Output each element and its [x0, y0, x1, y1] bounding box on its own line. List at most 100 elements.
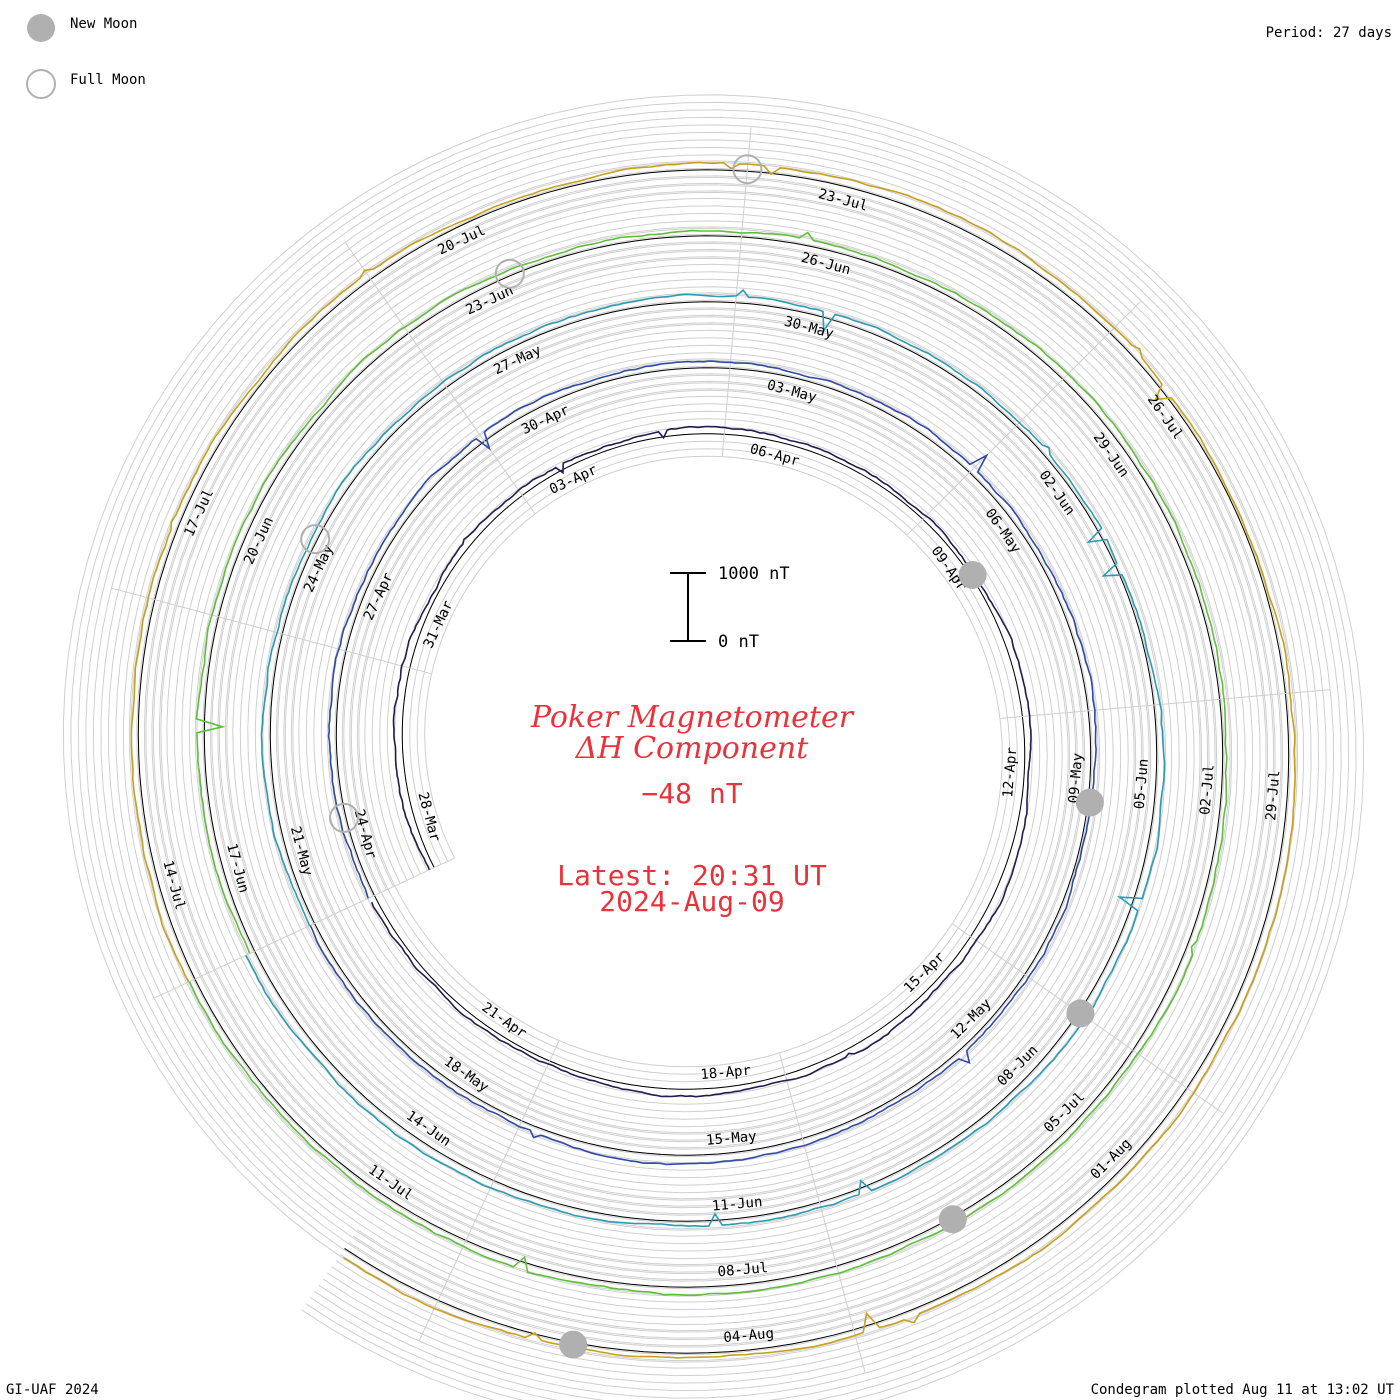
guide-spiral — [85, 116, 1342, 1400]
date-tick-label: 04-Aug — [723, 1326, 775, 1346]
date-tick-label: 02-Jul — [1197, 764, 1217, 816]
full-moon-marker — [732, 154, 763, 185]
day-divider — [733, 258, 740, 325]
day-divider — [175, 604, 240, 623]
footer-credit: GI-UAF 2024 — [6, 1382, 99, 1398]
guide-spiral — [92, 124, 1335, 1399]
day-divider — [419, 1280, 448, 1341]
trace-ring-1 — [370, 425, 1032, 1098]
new-moon-legend-icon — [27, 14, 55, 42]
scale-top-label: 1000 nT — [718, 564, 790, 584]
day-divider — [739, 193, 746, 259]
day-divider — [496, 459, 536, 514]
day-divider — [796, 1117, 815, 1182]
date-tick-label: 20-Jun — [241, 514, 277, 567]
day-divider — [1046, 347, 1095, 396]
legend: New Moon Full Moon — [26, 14, 146, 99]
guide-spiral — [77, 109, 1350, 1400]
day-divider — [474, 1160, 504, 1221]
day-divider — [154, 969, 216, 999]
latest-date: 2024-Aug-09 — [599, 885, 784, 918]
day-divider — [458, 405, 498, 460]
date-tick-label: 15-May — [706, 1129, 758, 1149]
date-tick-label: 17-Jul — [181, 487, 217, 540]
day-divider — [813, 1180, 832, 1245]
day-divider — [906, 487, 955, 536]
day-divider — [530, 1040, 560, 1102]
day-divider — [334, 885, 395, 915]
day-divider — [502, 1100, 532, 1161]
grid-layer — [62, 94, 1365, 1400]
chart-subtitle: ΔH Component — [575, 731, 809, 766]
date-tick-label: 29-Jul — [1263, 770, 1283, 822]
chart-title: Poker Magnetometer — [530, 700, 855, 735]
trace-ring-4 — [188, 229, 1228, 1297]
full-moon-marker — [329, 802, 359, 833]
guide-spiral — [100, 131, 1327, 1392]
day-divider — [1168, 1074, 1224, 1114]
day-divider — [214, 941, 275, 971]
guide-spiral — [145, 176, 1282, 1347]
date-tick-label: 11-Jun — [711, 1194, 763, 1214]
trace-ring-3 — [245, 288, 1166, 1228]
date-tick-label: 05-Jun — [1132, 758, 1152, 810]
day-divider — [1093, 301, 1141, 349]
date-tick-label: 12-Apr — [1000, 747, 1020, 799]
day-divider — [420, 351, 460, 406]
day-divider — [727, 324, 735, 391]
current-value: −48 nT — [641, 777, 742, 810]
full-moon-marker — [494, 258, 525, 289]
trace-layer — [130, 161, 1296, 1359]
trace-ring-2 — [309, 360, 1097, 1166]
day-divider — [1066, 706, 1133, 714]
latest-time: Latest: 20:31 UT — [557, 859, 827, 892]
new-moon-marker — [1066, 999, 1095, 1028]
trace-ring-5 — [130, 161, 1296, 1359]
footer-plotted: Condegram plotted Aug 11 at 13:02 UT — [1091, 1382, 1395, 1398]
day-divider — [1006, 961, 1061, 1001]
day-divider — [446, 1220, 476, 1281]
scale-bar: 1000 nT 0 nT — [670, 564, 790, 652]
day-divider — [953, 441, 1001, 489]
guide-spiral — [122, 154, 1305, 1369]
new-moon-legend-label: New Moon — [70, 16, 137, 32]
day-divider — [1263, 689, 1330, 696]
new-moon-marker — [559, 1330, 588, 1359]
date-tick-label: 15-Apr — [901, 949, 948, 996]
day-divider — [239, 622, 304, 641]
day-divider — [274, 913, 335, 943]
date-tick-label: 27-Apr — [361, 570, 397, 623]
date-tick-label: 30-Apr — [519, 402, 572, 438]
period-label: Period: 27 days — [1266, 25, 1392, 41]
moon-layer — [300, 154, 1104, 1359]
day-divider — [830, 1244, 849, 1309]
day-divider — [112, 587, 177, 606]
day-divider — [394, 857, 455, 887]
guide-spiral — [160, 191, 1267, 1332]
full-moon-marker — [300, 524, 331, 555]
day-divider — [367, 656, 432, 675]
day-divider — [303, 639, 368, 658]
scale-bottom-label: 0 nT — [718, 632, 759, 652]
baseline-spiral — [137, 169, 1290, 1354]
guide-spiral — [152, 184, 1275, 1339]
day-divider — [1114, 1037, 1170, 1076]
day-divider — [1000, 712, 1067, 719]
day-divider — [952, 923, 1007, 963]
full-moon-legend-label: Full Moon — [70, 72, 146, 88]
day-divider — [382, 296, 422, 352]
date-tick-label: 21-Apr — [479, 1000, 530, 1042]
day-divider — [744, 127, 752, 194]
guide-spiral — [107, 139, 1320, 1384]
new-moon-marker — [958, 561, 987, 589]
guide-spiral — [70, 101, 1357, 1400]
date-tick-label: 08-Jul — [717, 1260, 769, 1280]
date-tick-label: 28-Mar — [414, 790, 443, 843]
new-moon-marker — [1075, 788, 1104, 817]
full-moon-legend-icon — [26, 69, 56, 99]
date-tick-label: 09-May — [1066, 752, 1086, 804]
new-moon-marker — [938, 1205, 967, 1234]
day-divider — [1197, 694, 1264, 702]
day-divider — [779, 1053, 798, 1118]
